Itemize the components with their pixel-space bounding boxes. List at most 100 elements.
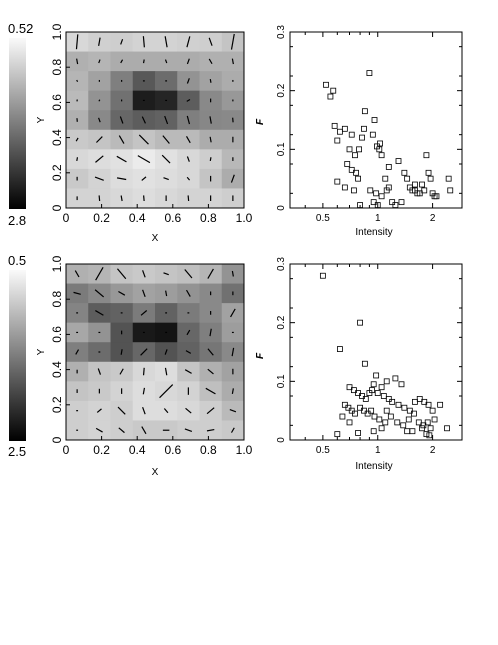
data-point bbox=[361, 360, 368, 367]
data-point bbox=[359, 134, 365, 141]
y-tick-label: 0.2 bbox=[50, 396, 64, 413]
polarization-vector bbox=[76, 58, 79, 65]
polarization-vector bbox=[209, 157, 212, 162]
polarization-vector bbox=[142, 270, 146, 278]
data-point bbox=[419, 425, 425, 432]
y-tick-label: 0.1 bbox=[276, 142, 287, 156]
x-tick-label: 0 bbox=[63, 443, 70, 457]
x-tick-label: 2 bbox=[430, 445, 436, 456]
data-point bbox=[364, 410, 371, 417]
data-point bbox=[369, 131, 376, 138]
vector-map-2: 0 0.2 0.4 0.6 0.8 1.0 0 0.2 0.4 0.6 0.8 1.0 X Y bbox=[36, 255, 253, 478]
polarization-vector bbox=[98, 59, 101, 64]
x-tick-label: 0 bbox=[63, 211, 70, 225]
polarization-vector bbox=[186, 115, 191, 125]
data-point bbox=[330, 87, 337, 94]
polarization-vector bbox=[142, 387, 146, 395]
polarization-vector bbox=[184, 269, 193, 279]
polarization-vector bbox=[137, 155, 151, 164]
data-point bbox=[395, 401, 402, 408]
polarization-vector bbox=[163, 408, 169, 414]
data-point bbox=[334, 178, 341, 185]
polarization-vector bbox=[95, 427, 103, 433]
polarization-vector bbox=[206, 407, 215, 415]
x-tick-label: 0.8 bbox=[200, 443, 217, 457]
data-point bbox=[351, 187, 357, 194]
polarization-vector bbox=[117, 406, 126, 415]
colorbar-1-min-label: 2.8 bbox=[8, 213, 26, 228]
data-point bbox=[382, 419, 389, 426]
data-point bbox=[355, 430, 361, 436]
data-point bbox=[355, 390, 361, 396]
x-tick-label: 0.2 bbox=[93, 443, 110, 457]
polarization-vector bbox=[142, 36, 145, 48]
data-point bbox=[431, 416, 438, 423]
data-point bbox=[427, 425, 434, 432]
data-point bbox=[426, 432, 433, 439]
data-point bbox=[447, 187, 454, 194]
polarization-vector bbox=[95, 267, 104, 281]
data-point bbox=[370, 199, 377, 206]
polarization-vector bbox=[209, 78, 212, 83]
polarization-vector bbox=[161, 154, 171, 164]
y-tick-label: 0.4 bbox=[50, 129, 64, 146]
data-point bbox=[394, 419, 401, 426]
polarization-vector bbox=[98, 117, 101, 123]
data-point bbox=[334, 431, 341, 438]
data-point bbox=[362, 396, 369, 402]
x-tick-label: 0.2 bbox=[93, 211, 110, 225]
data-point bbox=[356, 146, 362, 153]
data-point bbox=[401, 169, 408, 176]
polarization-vector bbox=[209, 328, 212, 337]
data-point bbox=[427, 175, 434, 182]
data-point bbox=[404, 175, 411, 182]
data-point bbox=[351, 387, 357, 394]
data-point bbox=[331, 122, 338, 129]
data-point bbox=[327, 93, 334, 100]
polarization-vector bbox=[184, 428, 193, 433]
polarization-vector bbox=[185, 136, 191, 144]
polarization-vector bbox=[209, 136, 212, 143]
data-point bbox=[416, 190, 423, 197]
data-point bbox=[366, 70, 373, 76]
data-point bbox=[361, 407, 367, 414]
data-point bbox=[433, 193, 440, 200]
data-point bbox=[409, 428, 416, 435]
data-point bbox=[406, 407, 413, 414]
polarization-vector bbox=[142, 367, 145, 376]
y-tick-label: 0.1 bbox=[276, 374, 287, 388]
polarization-vector bbox=[94, 289, 105, 298]
data-point bbox=[369, 387, 375, 394]
colorbar-2-min-label: 2.5 bbox=[8, 444, 26, 459]
polarization-vector bbox=[185, 350, 192, 354]
polarization-vector bbox=[164, 367, 168, 376]
colorbar-2: 0.5 2.5 bbox=[8, 253, 26, 459]
y-tick-label: 1.0 bbox=[50, 23, 64, 40]
polarization-vector bbox=[142, 59, 145, 64]
data-point bbox=[376, 416, 383, 423]
y-tick-label: 0.2 bbox=[276, 315, 287, 329]
data-point bbox=[378, 425, 385, 432]
y-tick-label: 0 bbox=[276, 437, 287, 443]
data-point bbox=[348, 131, 355, 138]
polarization-vector bbox=[163, 177, 169, 181]
polarization-vector bbox=[230, 308, 236, 318]
polarization-vector bbox=[164, 59, 168, 64]
polarization-vector bbox=[119, 368, 124, 375]
data-point bbox=[334, 137, 341, 144]
x-tick-label: 0.6 bbox=[164, 443, 181, 457]
x-tick-label: 1.0 bbox=[236, 443, 253, 457]
polarization-vector bbox=[164, 349, 168, 355]
polarization-vector bbox=[186, 36, 191, 48]
polarization-vector bbox=[206, 428, 215, 432]
polarization-vector bbox=[98, 99, 101, 102]
data-point bbox=[425, 169, 432, 176]
polarization-vector bbox=[119, 116, 124, 124]
polarization-vector bbox=[97, 368, 102, 375]
polarization-vector bbox=[186, 98, 191, 102]
data-point bbox=[400, 422, 407, 429]
polarization-vector bbox=[162, 135, 170, 144]
polarization-vector bbox=[141, 176, 147, 181]
y-tick-label: 0.6 bbox=[50, 94, 64, 111]
